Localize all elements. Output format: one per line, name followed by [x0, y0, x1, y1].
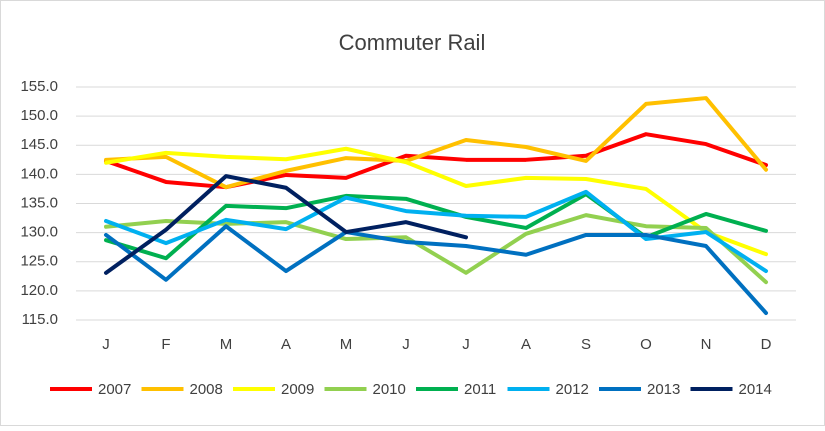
legend-label: 2007	[98, 381, 131, 398]
series-line	[104, 174, 468, 275]
y-tick-label: 155.0	[20, 78, 58, 95]
y-tick-label: 140.0	[20, 165, 58, 182]
x-tick-label: M	[340, 336, 353, 353]
legend-label: 2008	[190, 381, 223, 398]
x-tick-label: M	[220, 336, 233, 353]
y-tick-label: 145.0	[20, 136, 58, 153]
series-line	[104, 96, 768, 190]
x-tick-label: A	[281, 336, 291, 353]
legend-label: 2012	[556, 381, 589, 398]
x-tick-label: A	[521, 336, 531, 353]
x-tick-label: O	[640, 336, 652, 353]
y-tick-label: 150.0	[20, 107, 58, 124]
x-tick-label: N	[701, 336, 712, 353]
chart-title: Commuter Rail	[339, 30, 486, 55]
series-line	[104, 146, 768, 257]
y-tick-label: 130.0	[20, 224, 58, 241]
y-tick-label: 125.0	[20, 253, 58, 270]
legend-label: 2009	[281, 381, 314, 398]
legend-label: 2010	[373, 381, 406, 398]
x-tick-label: S	[581, 336, 591, 353]
legend-label: 2011	[464, 381, 496, 398]
legend-label: 2014	[739, 381, 772, 398]
x-tick-label: J	[102, 336, 110, 353]
series-line	[104, 192, 768, 261]
x-tick-label: F	[161, 336, 170, 353]
series-line	[104, 224, 768, 316]
y-tick-label: 120.0	[20, 282, 58, 299]
x-tick-label: D	[761, 336, 772, 353]
legend-label: 2013	[647, 381, 680, 398]
y-tick-label: 135.0	[20, 194, 58, 211]
x-tick-label: J	[462, 336, 470, 353]
y-tick-label: 115.0	[22, 311, 58, 328]
x-tick-label: J	[402, 336, 410, 353]
